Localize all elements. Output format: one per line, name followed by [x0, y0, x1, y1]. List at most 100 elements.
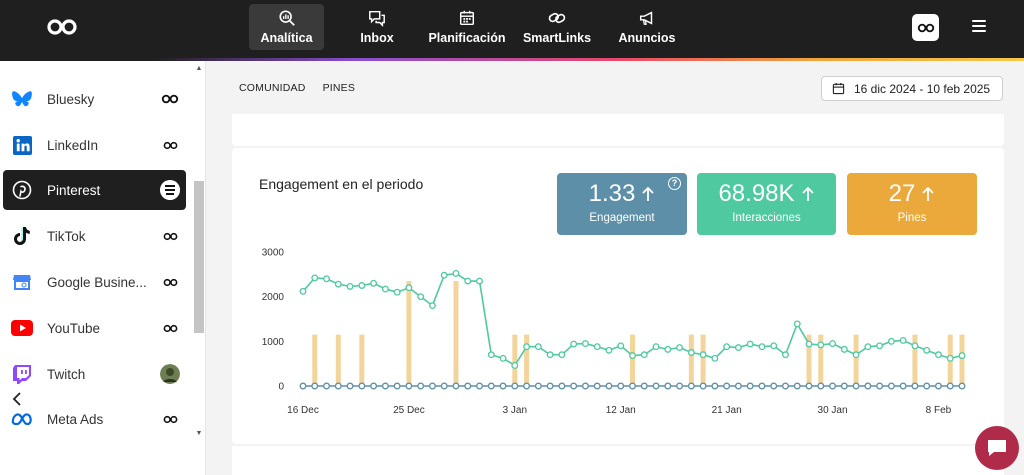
- nav-inbox[interactable]: Inbox: [347, 4, 407, 50]
- data-point[interactable]: [311, 274, 319, 282]
- data-point[interactable]: [946, 382, 954, 390]
- data-point[interactable]: [876, 342, 884, 350]
- tab-pines[interactable]: PINES: [322, 82, 356, 94]
- data-point[interactable]: [770, 382, 778, 390]
- data-point[interactable]: [958, 382, 966, 390]
- tab-comunidad[interactable]: COMUNIDAD: [239, 82, 306, 94]
- data-point[interactable]: [852, 351, 860, 359]
- data-point[interactable]: [935, 351, 942, 359]
- data-point[interactable]: [923, 346, 931, 354]
- data-point[interactable]: [593, 382, 601, 390]
- account-avatar[interactable]: [912, 14, 939, 41]
- sidebar-item-twitch[interactable]: Twitch: [3, 354, 186, 394]
- data-point[interactable]: [523, 343, 531, 351]
- data-point[interactable]: [817, 341, 825, 349]
- data-point[interactable]: [746, 382, 754, 390]
- data-point[interactable]: [558, 382, 566, 390]
- data-point[interactable]: [629, 352, 636, 360]
- data-point[interactable]: [428, 302, 436, 310]
- data-point[interactable]: [346, 382, 354, 390]
- data-point[interactable]: [746, 340, 754, 348]
- data-point[interactable]: [581, 340, 589, 348]
- data-point[interactable]: [405, 382, 413, 390]
- data-point[interactable]: [711, 354, 719, 362]
- data-point[interactable]: [452, 382, 460, 390]
- date-range-picker[interactable]: 16 dic 2024 - 10 feb 2025: [821, 76, 1003, 101]
- scroll-up-arrow-icon[interactable]: ▲: [195, 65, 203, 72]
- sidebar-item-tiktok[interactable]: TikTok: [3, 216, 186, 256]
- data-point[interactable]: [887, 337, 895, 345]
- data-point[interactable]: [440, 271, 448, 279]
- data-point[interactable]: [923, 382, 931, 390]
- data-point[interactable]: [840, 382, 848, 390]
- data-point[interactable]: [711, 382, 719, 390]
- data-point[interactable]: [370, 279, 378, 287]
- data-point[interactable]: [511, 382, 519, 390]
- data-point[interactable]: [499, 382, 507, 390]
- data-point[interactable]: [464, 382, 472, 390]
- nav-planificacion[interactable]: Planificación: [428, 4, 506, 50]
- data-point[interactable]: [393, 288, 401, 296]
- data-point[interactable]: [911, 382, 919, 390]
- data-point[interactable]: [593, 343, 601, 351]
- sidebar-item-linkedin[interactable]: LinkedIn: [3, 125, 186, 165]
- data-point[interactable]: [476, 382, 483, 390]
- sidebar-item-youtube[interactable]: YouTube: [3, 308, 186, 348]
- sidebar-item-meta-ads[interactable]: Meta Ads: [3, 399, 186, 439]
- data-point[interactable]: [381, 382, 389, 390]
- sidebar-item-google-business[interactable]: Google Busine...: [3, 262, 186, 302]
- data-point[interactable]: [417, 293, 425, 301]
- data-point[interactable]: [617, 382, 625, 390]
- data-point[interactable]: [334, 280, 342, 288]
- data-point[interactable]: [676, 382, 684, 390]
- scroll-down-arrow-icon[interactable]: ▼: [195, 430, 203, 437]
- data-point[interactable]: [864, 382, 872, 390]
- data-point[interactable]: [581, 382, 589, 390]
- data-point[interactable]: [676, 344, 684, 352]
- data-point[interactable]: [523, 382, 531, 390]
- data-point[interactable]: [440, 382, 448, 390]
- data-point[interactable]: [640, 382, 648, 390]
- data-point[interactable]: [699, 382, 707, 390]
- data-point[interactable]: [381, 285, 389, 293]
- data-point[interactable]: [487, 351, 495, 359]
- data-point[interactable]: [887, 382, 895, 390]
- data-point[interactable]: [617, 342, 625, 350]
- data-point[interactable]: [911, 342, 919, 350]
- data-point[interactable]: [605, 382, 613, 390]
- data-point[interactable]: [664, 382, 672, 390]
- data-point[interactable]: [652, 382, 660, 390]
- data-point[interactable]: [534, 343, 542, 351]
- data-point[interactable]: [499, 354, 507, 362]
- data-point[interactable]: [546, 351, 554, 359]
- nav-smartlinks[interactable]: SmartLinks: [522, 4, 592, 50]
- data-point[interactable]: [734, 344, 742, 352]
- data-point[interactable]: [734, 382, 742, 390]
- collapse-sidebar-icon[interactable]: [8, 390, 26, 408]
- data-point[interactable]: [723, 382, 731, 390]
- data-point[interactable]: [476, 277, 483, 285]
- sidebar-item-pinterest[interactable]: Pinterest: [3, 170, 186, 210]
- data-point[interactable]: [852, 382, 860, 390]
- data-point[interactable]: [511, 362, 519, 369]
- data-point[interactable]: [793, 382, 801, 390]
- data-point[interactable]: [323, 382, 330, 390]
- data-point[interactable]: [758, 343, 766, 351]
- data-point[interactable]: [723, 343, 731, 351]
- data-point[interactable]: [334, 382, 342, 390]
- data-point[interactable]: [829, 340, 837, 348]
- nav-anuncios[interactable]: Anuncios: [617, 4, 677, 50]
- sidebar-scrollbar[interactable]: [194, 181, 204, 333]
- data-point[interactable]: [299, 382, 307, 390]
- data-point[interactable]: [899, 336, 907, 344]
- data-point[interactable]: [452, 269, 460, 277]
- data-point[interactable]: [864, 343, 872, 351]
- data-point[interactable]: [687, 349, 695, 356]
- help-icon[interactable]: ?: [668, 177, 681, 190]
- data-point[interactable]: [782, 351, 789, 359]
- data-point[interactable]: [805, 382, 813, 390]
- nav-analitica[interactable]: Analítica: [249, 4, 324, 50]
- data-point[interactable]: [534, 382, 542, 390]
- data-point[interactable]: [664, 345, 672, 353]
- data-point[interactable]: [605, 346, 613, 354]
